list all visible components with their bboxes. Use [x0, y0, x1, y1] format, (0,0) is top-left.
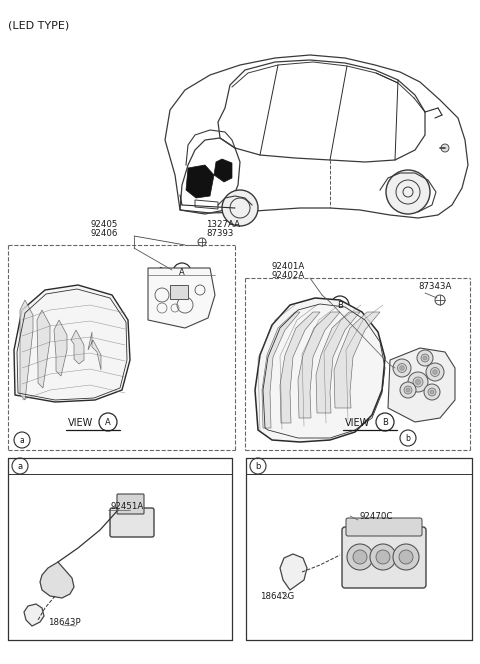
Circle shape: [404, 386, 412, 394]
Circle shape: [386, 170, 430, 214]
Text: a: a: [20, 436, 24, 444]
Text: VIEW: VIEW: [345, 418, 370, 428]
Text: 92470C: 92470C: [360, 512, 394, 521]
Text: VIEW: VIEW: [68, 418, 93, 428]
Circle shape: [370, 544, 396, 570]
Text: 92451A: 92451A: [110, 502, 143, 511]
Circle shape: [222, 190, 258, 226]
Text: A: A: [105, 418, 111, 426]
FancyBboxPatch shape: [342, 527, 426, 588]
Text: 92405: 92405: [90, 220, 118, 229]
Polygon shape: [160, 267, 172, 277]
Circle shape: [400, 430, 416, 446]
Polygon shape: [334, 312, 380, 408]
Text: 92406: 92406: [90, 229, 118, 238]
Circle shape: [430, 390, 434, 394]
Circle shape: [397, 363, 407, 373]
Circle shape: [400, 366, 404, 371]
Polygon shape: [24, 604, 44, 626]
Text: 92402A: 92402A: [272, 271, 305, 280]
FancyBboxPatch shape: [170, 285, 188, 299]
Text: 1327AA: 1327AA: [206, 220, 240, 229]
Circle shape: [353, 550, 367, 564]
Circle shape: [424, 384, 440, 400]
Circle shape: [433, 370, 437, 374]
Text: 18642G: 18642G: [260, 592, 294, 601]
Polygon shape: [280, 312, 320, 423]
Circle shape: [406, 388, 410, 392]
Polygon shape: [88, 332, 101, 370]
Polygon shape: [318, 300, 330, 310]
Polygon shape: [262, 312, 300, 428]
Circle shape: [426, 363, 444, 381]
Polygon shape: [316, 312, 360, 413]
Polygon shape: [388, 348, 455, 422]
Text: 18643P: 18643P: [48, 618, 81, 627]
Circle shape: [400, 382, 416, 398]
FancyBboxPatch shape: [110, 508, 154, 537]
Circle shape: [99, 413, 117, 431]
Circle shape: [393, 359, 411, 377]
Circle shape: [331, 296, 349, 314]
Polygon shape: [255, 298, 385, 442]
Circle shape: [399, 550, 413, 564]
Text: B: B: [382, 418, 388, 426]
Text: A: A: [179, 268, 185, 276]
Circle shape: [416, 380, 420, 384]
Polygon shape: [186, 165, 214, 198]
Polygon shape: [40, 562, 74, 598]
Circle shape: [376, 413, 394, 431]
Text: 87393: 87393: [206, 229, 233, 238]
Text: 92401A: 92401A: [272, 262, 305, 271]
Circle shape: [14, 432, 30, 448]
Polygon shape: [71, 330, 84, 364]
Circle shape: [417, 350, 433, 366]
Polygon shape: [37, 310, 50, 388]
Text: b: b: [255, 461, 261, 471]
Polygon shape: [280, 554, 307, 590]
Circle shape: [393, 544, 419, 570]
Text: (LED TYPE): (LED TYPE): [8, 20, 69, 30]
Text: b: b: [406, 434, 410, 442]
Circle shape: [428, 388, 436, 396]
Polygon shape: [54, 320, 67, 376]
Text: B: B: [337, 301, 343, 309]
Circle shape: [413, 377, 423, 387]
Text: a: a: [17, 461, 23, 471]
Polygon shape: [14, 285, 130, 402]
Circle shape: [376, 550, 390, 564]
Text: 87343A: 87343A: [418, 282, 451, 291]
Circle shape: [347, 544, 373, 570]
Circle shape: [250, 458, 266, 474]
Circle shape: [423, 356, 427, 360]
Circle shape: [12, 458, 28, 474]
Circle shape: [421, 354, 429, 362]
Circle shape: [173, 263, 191, 281]
Polygon shape: [214, 159, 232, 182]
Circle shape: [408, 372, 428, 392]
FancyBboxPatch shape: [346, 518, 422, 536]
Polygon shape: [148, 268, 215, 328]
FancyBboxPatch shape: [117, 494, 144, 514]
Circle shape: [441, 144, 449, 152]
Polygon shape: [298, 312, 340, 418]
Circle shape: [431, 367, 440, 376]
Polygon shape: [20, 300, 33, 400]
